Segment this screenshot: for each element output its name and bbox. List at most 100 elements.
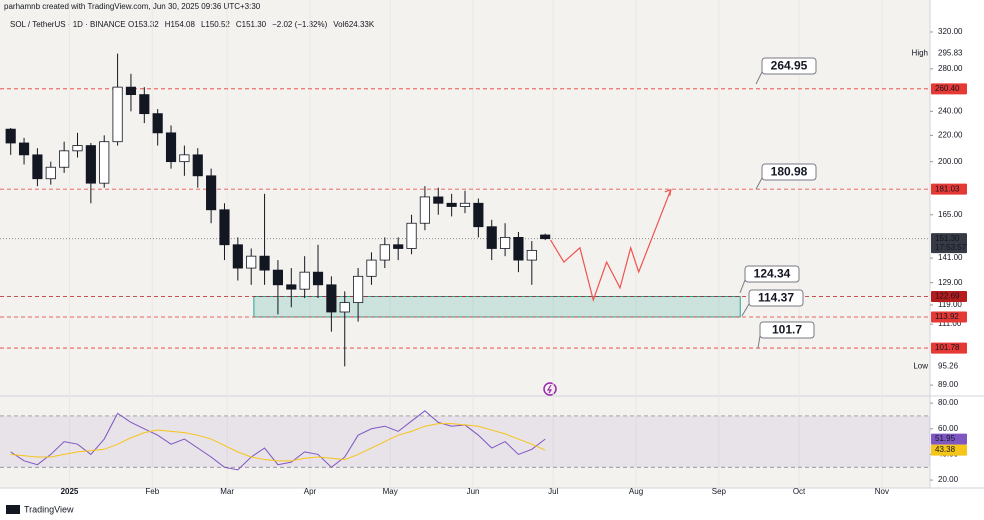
x-tick-label: Aug <box>629 487 643 496</box>
x-tick-label: Feb <box>145 487 159 496</box>
candle-body <box>179 154 190 163</box>
candle-body <box>219 209 230 246</box>
candle-body <box>286 284 297 290</box>
candle-body <box>112 86 123 143</box>
ohlc-value: Vol624.33K <box>333 20 375 29</box>
callout-label: 124.34 <box>754 267 791 281</box>
rsi-badge <box>931 433 967 445</box>
candle-body <box>366 259 377 277</box>
candle-body <box>446 202 457 207</box>
candle-body <box>473 202 484 228</box>
x-tick-label: 2025 <box>61 487 79 496</box>
x-tick-label: Apr <box>304 487 317 496</box>
extreme-name: Low <box>913 361 928 370</box>
callout-label: 114.37 <box>758 291 794 305</box>
y-tick-label: 80.00 <box>938 398 959 407</box>
rsi-line <box>10 410 546 471</box>
countdown: 17:53:57 <box>935 243 967 252</box>
candle-body <box>312 271 324 286</box>
projection-path <box>550 189 672 303</box>
candle-body <box>259 255 270 271</box>
callout-leader <box>755 177 763 190</box>
brand: TradingView <box>24 504 74 514</box>
rsi-line <box>10 423 546 462</box>
candle-body <box>5 128 16 144</box>
candle-body <box>500 236 511 249</box>
y-tick-label: 20.00 <box>938 475 959 484</box>
y-tick-label: 129.00 <box>938 278 963 287</box>
level-badge <box>931 183 967 195</box>
candle-body <box>85 145 96 184</box>
x-tick-label: Mar <box>220 487 234 496</box>
rsi-badge-label: 43.38 <box>935 445 956 454</box>
x-tick-label: May <box>383 487 398 496</box>
callout-box <box>748 289 804 307</box>
callout-label: 101.7 <box>772 323 802 337</box>
candle-body <box>339 302 350 313</box>
y-tick-label: 165.00 <box>938 210 963 219</box>
candle-body <box>246 255 257 269</box>
y-tick-label: 240.00 <box>938 106 963 115</box>
event-icon-bolt <box>546 384 553 394</box>
candle-body <box>72 145 83 152</box>
y-tick-label: 141.00 <box>938 253 963 262</box>
y-tick-label: 280.00 <box>938 64 963 73</box>
ohlc-value: O153.32 <box>128 20 159 29</box>
y-tick-label: 111.00 <box>938 319 962 328</box>
extreme-name: High <box>912 49 928 58</box>
y-tick-label: 220.00 <box>938 130 963 139</box>
candle-body <box>353 275 364 304</box>
candle-body <box>32 154 43 180</box>
candle-body <box>152 113 163 134</box>
rsi-badge <box>931 444 967 456</box>
level-label: 113.92 <box>935 312 959 321</box>
candle-body <box>192 154 203 177</box>
candle-body <box>513 236 524 261</box>
candle-body <box>139 94 150 115</box>
current-badge <box>931 233 967 254</box>
callout-leader <box>757 335 761 349</box>
event-icon[interactable] <box>543 382 557 396</box>
level-badge <box>931 311 967 323</box>
level-label: 122.69 <box>935 292 960 301</box>
callout-leader <box>741 303 750 317</box>
level-badge <box>931 291 967 303</box>
candle-body <box>165 132 177 163</box>
plot-background <box>0 0 930 488</box>
callout-leader <box>755 71 763 85</box>
y-tick-label: 89.00 <box>938 380 959 389</box>
level-label: 101.78 <box>935 343 960 352</box>
candle-body <box>232 244 243 269</box>
level-label: 181.03 <box>935 184 960 193</box>
ohlc-value: −2.02 (−1.32%) <box>272 20 327 29</box>
y-tick-label: 320.00 <box>938 27 963 36</box>
candle-body <box>486 226 497 249</box>
callout-label: 180.98 <box>771 165 808 179</box>
current-label: 151.30 <box>935 234 960 243</box>
x-tick-label: Sep <box>712 487 727 496</box>
callout-box <box>761 163 817 181</box>
extreme-value: 295.83 <box>938 49 963 58</box>
candle-body <box>393 244 404 249</box>
callout-box <box>744 265 800 283</box>
candle-body <box>379 244 390 261</box>
candle-body <box>99 141 110 184</box>
projection-arrowhead <box>664 188 672 196</box>
candle-body <box>206 175 217 211</box>
candle-body <box>433 196 444 204</box>
extreme-value: 95.26 <box>938 361 959 370</box>
brand-logo <box>6 505 20 514</box>
x-tick-label: Oct <box>793 487 806 496</box>
candle-body <box>459 202 471 207</box>
candle-body <box>406 222 417 249</box>
candle-body <box>272 269 284 286</box>
author-line: parhamnb created with TradingView.com, J… <box>4 2 261 11</box>
ohlc-value: L150.52 <box>201 20 230 29</box>
candle-body <box>540 234 551 240</box>
symbol: SOL / TetherUS · 1D · BINANCE <box>10 20 126 29</box>
ohlc-value: H154.08 <box>165 20 196 29</box>
y-tick-label: 119.00 <box>938 300 962 309</box>
x-tick-label: Jun <box>467 487 480 496</box>
